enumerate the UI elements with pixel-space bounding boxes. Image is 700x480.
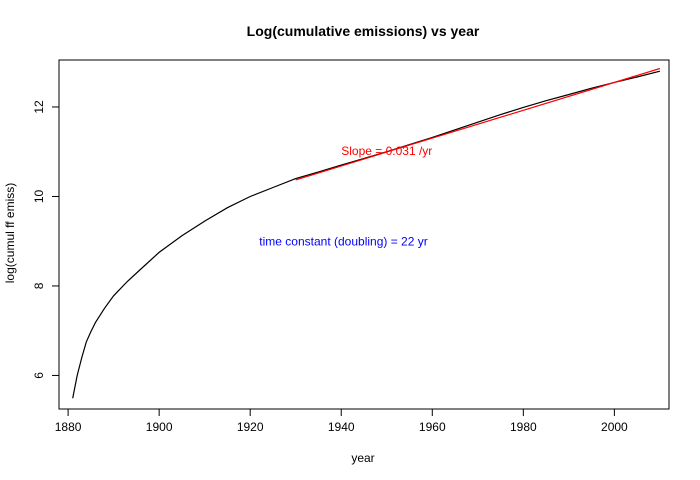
x-tick-label: 1920 (237, 420, 264, 434)
x-tick-label: 2000 (601, 420, 628, 434)
series-layer (72, 67, 661, 399)
y-tick-label: 6 (32, 372, 46, 379)
x-tick-label: 1900 (146, 420, 173, 434)
series-cumulative-emissions (72, 70, 661, 399)
y-tick-label: 8 (32, 282, 46, 289)
x-tick-label: 1960 (419, 420, 446, 434)
annotation-label: Slope = 0.031 /yr (341, 144, 432, 158)
x-axis-label: year (351, 451, 374, 465)
y-axis-label: log(cumul ff emiss) (3, 183, 17, 283)
annotation-layer: Slope = 0.031 /yr time constant (doubling… (259, 144, 432, 249)
series-fit-line (295, 67, 661, 181)
x-axis: 1880 1900 1920 1940 1960 1980 2000 (55, 408, 628, 434)
x-tick-label: 1880 (55, 420, 82, 434)
x-tick-label: 1940 (328, 420, 355, 434)
y-tick-label: 12 (32, 100, 46, 114)
y-axis: 6 8 10 12 (32, 100, 60, 379)
chart-title: Log(cumulative emissions) vs year (247, 23, 480, 39)
annotation-label: time constant (doubling) = 22 yr (259, 235, 427, 249)
x-tick-label: 1980 (510, 420, 537, 434)
y-tick-label: 10 (32, 189, 46, 203)
